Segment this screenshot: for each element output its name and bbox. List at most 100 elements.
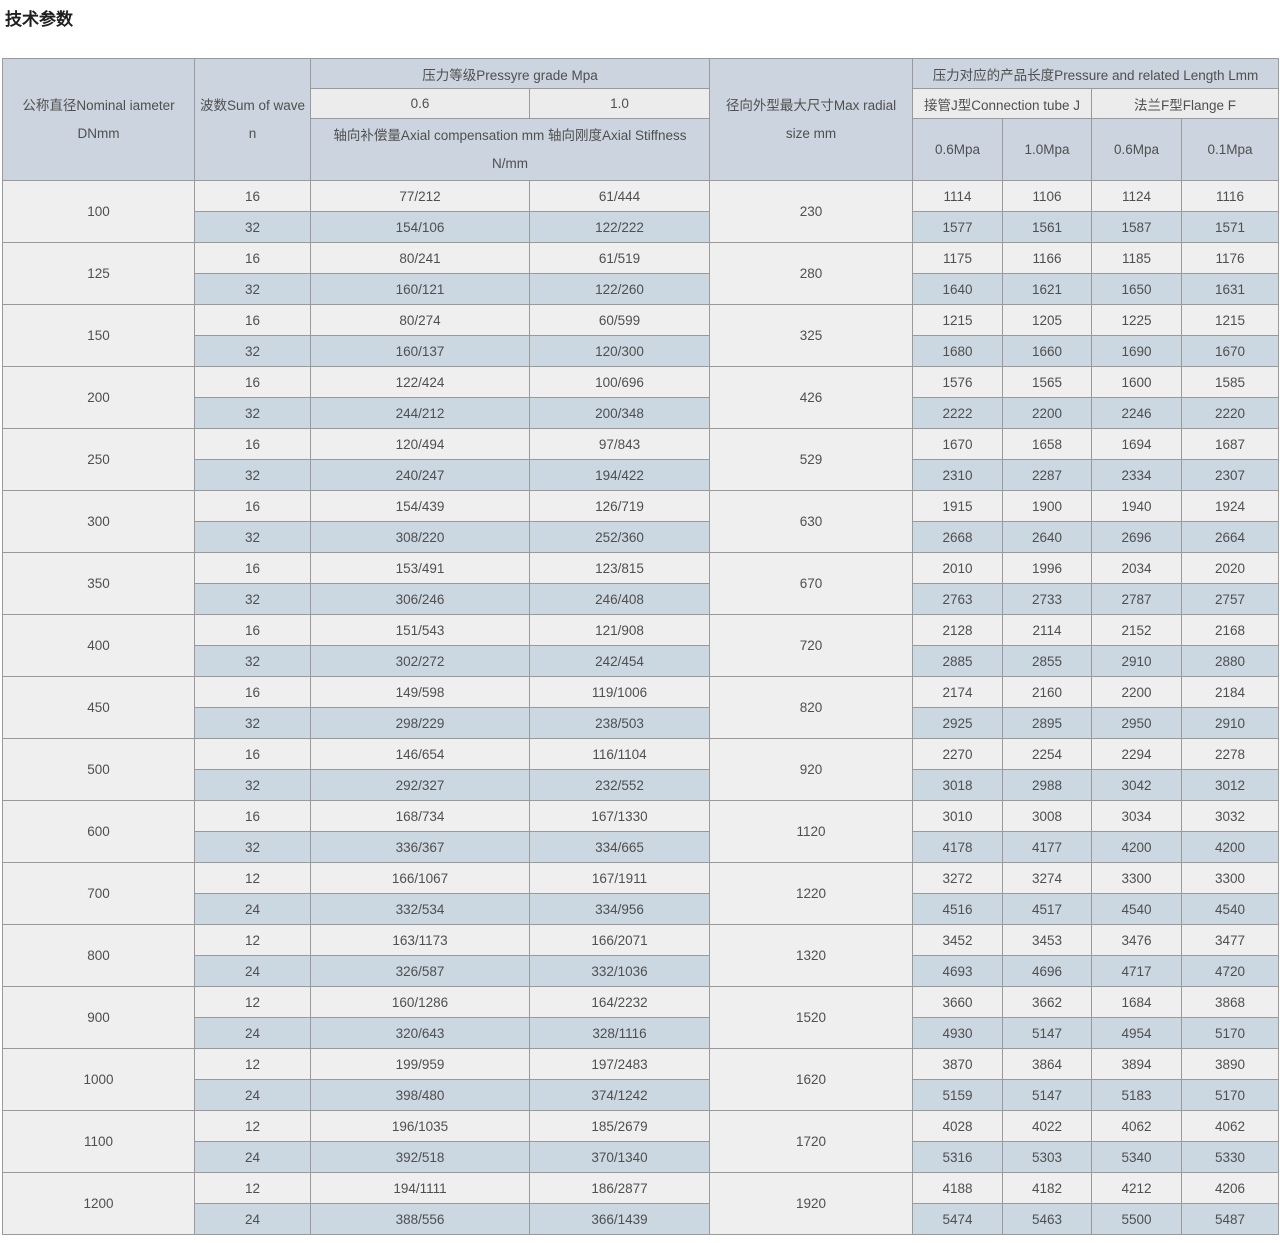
length-cell-3: 2880 [1181,645,1279,677]
length-cell-2: 2950 [1091,707,1182,739]
length-cell-1: 2895 [1002,707,1092,739]
dn-cell: 200 [2,366,195,429]
waves-cell: 32 [194,273,311,305]
axial-10-cell: 197/2483 [529,1048,710,1080]
length-cell-3: 3477 [1181,924,1279,956]
table-row: 200 16 122/424 100/696 426 1576 1565 1600 1585 [2,366,1279,429]
axial-06-cell: 153/491 [310,552,530,584]
waves-cell: 32 [194,521,311,553]
waves-cell: 16 [194,676,311,708]
length-cell-3: 2757 [1181,583,1279,615]
axial-10-cell: 232/552 [529,769,710,801]
header-tube-06mpa: 0.6Mpa [912,118,1003,181]
axial-06-cell: 146/654 [310,738,530,770]
waves-cell: 16 [194,800,311,832]
header-connection-tube-j: 接管J型Connection tube J [912,88,1092,119]
length-cell-0: 4516 [912,893,1003,925]
axial-10-cell: 61/519 [529,242,710,274]
axial-10-cell: 332/1036 [529,955,710,987]
table-row: 100 16 77/212 61/444 230 1114 1106 1124 1116 [2,180,1279,243]
length-cell-2: 1124 [1091,180,1182,212]
table-row: 24 332/534 334/956 4516 4517 4540 4540 [3,893,1279,925]
table-row: 24 388/556 366/1439 5474 5463 5500 5487 [3,1203,1279,1235]
length-cell-1: 2988 [1002,769,1092,801]
dn-cell: 300 [2,490,195,553]
radial-cell: 280 [709,242,913,305]
header-nominal-diameter-line1: 公称直径Nominal iameter [22,97,175,113]
length-cell-2: 2787 [1091,583,1182,615]
table-row: 500 16 146/654 116/1104 920 2270 2254 2294 2278 [2,738,1279,801]
length-cell-3: 4540 [1181,893,1279,925]
length-cell-3: 3032 [1181,800,1279,832]
axial-06-cell: 160/137 [310,335,530,367]
length-cell-1: 1561 [1002,211,1092,243]
length-cell-1: 1106 [1002,180,1092,212]
length-cell-0: 1670 [912,428,1003,460]
length-cell-2: 3042 [1091,769,1182,801]
length-cell-1: 2855 [1002,645,1092,677]
length-cell-2: 1650 [1091,273,1182,305]
length-cell-1: 1621 [1002,273,1092,305]
radial-cell: 426 [709,366,913,429]
table-row: 1000 12 199/959 197/2483 1620 3870 3864 3894 389… [2,1048,1279,1111]
radial-cell: 325 [709,304,913,367]
length-cell-3: 4062 [1181,1110,1279,1142]
length-cell-3: 1924 [1181,490,1279,522]
radial-cell: 820 [709,676,913,739]
length-cell-2: 1694 [1091,428,1182,460]
waves-cell: 16 [194,552,311,584]
header-max-radial-line1: 径向外型最大尺寸Max radial [725,97,897,113]
axial-10-cell: 166/2071 [529,924,710,956]
length-cell-1: 4517 [1002,893,1092,925]
axial-06-cell: 244/212 [310,397,530,429]
radial-cell: 1320 [709,924,913,987]
header-max-radial-line2: size mm [785,125,837,141]
axial-10-cell: 167/1911 [529,862,710,894]
table-row: 32 160/137 120/300 1680 1660 1690 1670 [3,335,1279,367]
dn-cell: 1200 [2,1172,195,1235]
axial-10-cell: 120/300 [529,335,710,367]
header-row-1: 公称直径Nominal iameter DNmm 波数Sum of wave n… [2,58,1279,181]
length-cell-3: 1670 [1181,335,1279,367]
radial-cell: 230 [709,180,913,243]
axial-10-cell: 100/696 [529,366,710,398]
length-cell-3: 3300 [1181,862,1279,894]
length-cell-1: 1900 [1002,490,1092,522]
table-row: 150 16 80/274 60/599 325 1215 1205 1225 1215 [2,304,1279,367]
axial-06-cell: 199/959 [310,1048,530,1080]
axial-06-cell: 336/367 [310,831,530,863]
axial-10-cell: 242/454 [529,645,710,677]
axial-10-cell: 328/1116 [529,1017,710,1049]
table-row: 24 392/518 370/1340 5316 5303 5340 5330 [3,1141,1279,1173]
length-cell-3: 1585 [1181,366,1279,398]
length-cell-0: 1577 [912,211,1003,243]
length-cell-0: 2310 [912,459,1003,491]
length-cell-1: 2254 [1002,738,1092,770]
length-cell-0: 2010 [912,552,1003,584]
table-row: 800 12 163/1173 166/2071 1320 3452 3453 3476 347… [2,924,1279,987]
length-cell-0: 2763 [912,583,1003,615]
length-cell-0: 3018 [912,769,1003,801]
header-axial-note-line2: N/mm [492,155,528,171]
length-cell-2: 4062 [1091,1110,1182,1142]
axial-10-cell: 167/1330 [529,800,710,832]
header-pressure-10: 1.0 [529,88,710,119]
length-cell-0: 1680 [912,335,1003,367]
waves-cell: 12 [194,986,311,1018]
length-cell-3: 3890 [1181,1048,1279,1080]
table-row: 24 320/643 328/1116 4930 5147 4954 5170 [3,1017,1279,1049]
length-cell-1: 2733 [1002,583,1092,615]
technical-parameters-table: 公称直径Nominal iameter DNmm 波数Sum of wave n… [2,58,1279,1235]
axial-10-cell: 126/719 [529,490,710,522]
length-cell-1: 2114 [1002,614,1092,646]
length-cell-2: 5500 [1091,1203,1182,1235]
axial-06-cell: 149/598 [310,676,530,708]
length-cell-0: 4188 [912,1172,1003,1204]
waves-cell: 32 [194,583,311,615]
length-cell-3: 5487 [1181,1203,1279,1235]
radial-cell: 1720 [709,1110,913,1173]
length-cell-2: 2910 [1091,645,1182,677]
axial-06-cell: 80/241 [310,242,530,274]
waves-cell: 16 [194,304,311,336]
length-cell-0: 5316 [912,1141,1003,1173]
